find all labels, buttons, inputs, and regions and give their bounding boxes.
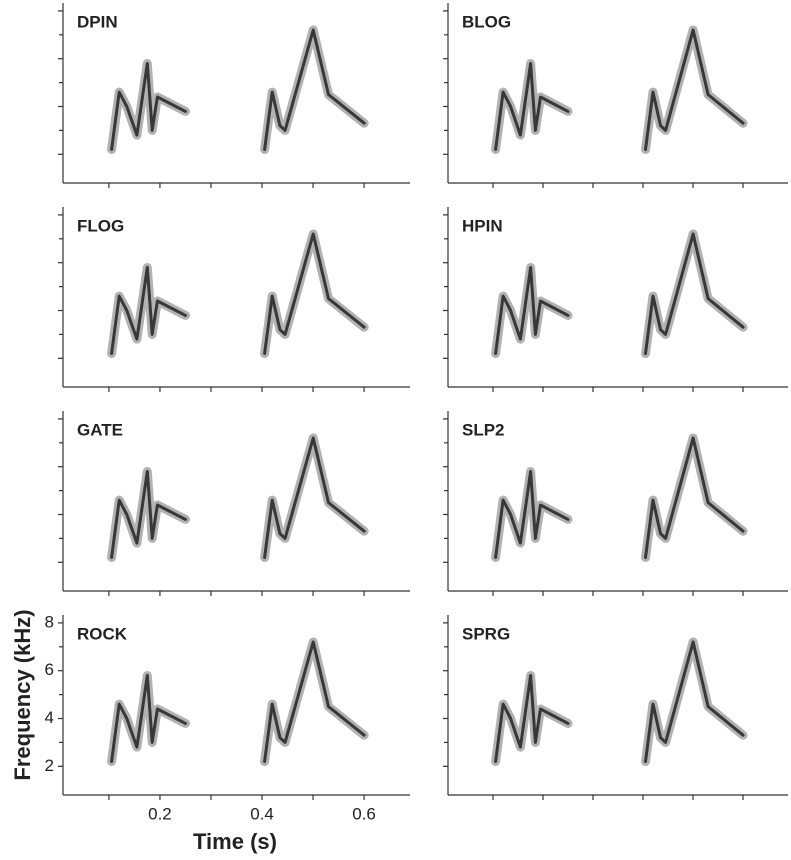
x-axis-label: Time (s): [193, 829, 277, 854]
spectrogram-core: [110, 62, 187, 151]
spectrogram-core: [644, 232, 745, 355]
y-tick-label: 2: [45, 756, 54, 775]
y-tick-label: 8: [45, 612, 54, 631]
y-tick-label: 6: [45, 660, 54, 679]
panel-label: ROCK: [77, 624, 128, 643]
panel-label: FLOG: [77, 216, 124, 235]
spectrogram-core: [263, 232, 366, 355]
spectrogram-core: [644, 436, 745, 559]
panel-label: BLOG: [462, 12, 511, 31]
spectrogram-core: [110, 674, 187, 763]
panel-label: SPRG: [462, 624, 510, 643]
panel-label: SLP2: [462, 420, 505, 439]
panel-label: GATE: [77, 420, 123, 439]
x-tick-label: 0.2: [148, 804, 172, 823]
spectrogram-core: [644, 28, 745, 151]
spectrogram-core: [263, 436, 366, 559]
spectrogram-core: [494, 674, 570, 763]
spectrogram-core: [494, 62, 570, 151]
spectrogram-core: [110, 266, 187, 355]
spectrogram-core: [494, 266, 570, 355]
spectrogram-core: [644, 640, 745, 763]
spectrogram-core: [263, 640, 366, 763]
spectrogram-core: [494, 470, 570, 559]
y-axis-label: Frequency (kHz): [10, 609, 35, 780]
y-tick-label: 4: [45, 708, 54, 727]
panel-label: HPIN: [462, 216, 503, 235]
x-tick-label: 0.6: [352, 804, 376, 823]
spectrogram-core: [110, 470, 187, 559]
panel-label: DPIN: [77, 12, 118, 31]
x-tick-label: 0.4: [250, 804, 274, 823]
spectrogram-core: [263, 28, 366, 151]
